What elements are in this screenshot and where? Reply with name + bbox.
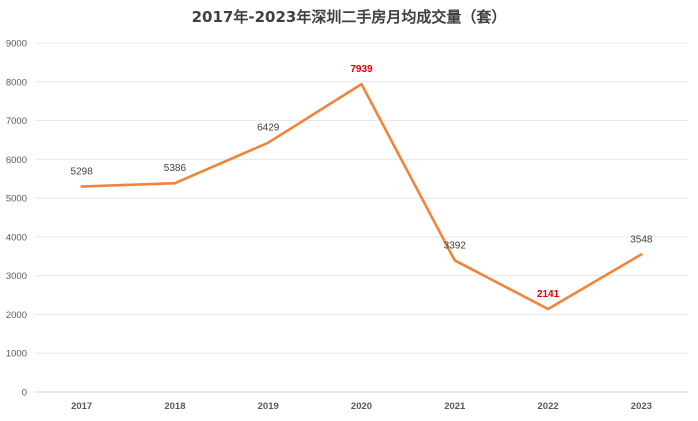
y-tick-label: 3000 bbox=[6, 271, 27, 282]
x-tick-label: 2021 bbox=[444, 401, 466, 412]
chart-title: 2017年-2023年深圳二手房月均成交量（套） bbox=[192, 8, 507, 26]
data-label: 5386 bbox=[164, 163, 187, 174]
y-tick-label: 6000 bbox=[6, 155, 27, 166]
data-label: 3392 bbox=[444, 240, 467, 251]
x-tick-label: 2018 bbox=[164, 401, 185, 412]
y-tick-label: 7000 bbox=[6, 116, 27, 127]
x-tick-label: 2019 bbox=[258, 401, 279, 412]
data-label: 5298 bbox=[71, 167, 94, 178]
y-tick-label: 9000 bbox=[6, 39, 27, 50]
x-tick-label: 2017 bbox=[71, 401, 92, 412]
data-label: 3548 bbox=[630, 234, 653, 245]
data-label: 6429 bbox=[257, 123, 280, 134]
y-tick-label: 8000 bbox=[6, 77, 27, 88]
y-tick-label: 4000 bbox=[6, 232, 27, 243]
x-tick-label: 2022 bbox=[538, 401, 559, 412]
data-label-highlighted: 7939 bbox=[350, 64, 373, 75]
series-line bbox=[80, 82, 643, 311]
y-tick-label: 0 bbox=[22, 388, 27, 399]
x-tick-label: 2020 bbox=[351, 401, 372, 412]
x-tick-label: 2023 bbox=[631, 401, 652, 412]
y-tick-label: 2000 bbox=[6, 310, 27, 321]
y-tick-label: 5000 bbox=[6, 194, 27, 205]
y-tick-label: 1000 bbox=[6, 349, 27, 360]
data-label-highlighted: 2141 bbox=[537, 289, 560, 300]
